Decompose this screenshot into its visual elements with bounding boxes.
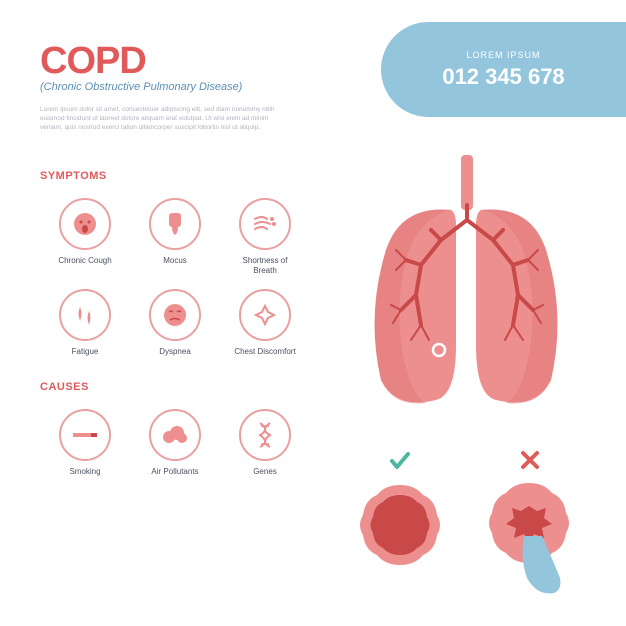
cause-label: Genes [253,467,277,477]
chest-icon [239,289,291,341]
cause-smoking: Smoking [40,409,130,477]
causes-title: CAUSES [40,381,310,393]
symptom-label: Shortness of Breath [230,256,300,275]
genes-icon [239,409,291,461]
symptom-label: Chest Discomfort [234,347,295,357]
contact-phone: 012 345 678 [442,64,564,90]
left-column: SYMPTOMS Chronic Cough Mocus Shortness o… [40,170,310,500]
pollutants-icon [149,409,201,461]
cross-icon [520,450,540,470]
healthy-airway [355,450,445,598]
healthy-airway-icon [355,480,445,570]
contact-badge: LOREM IPSUM 012 345 678 [381,22,626,117]
diseased-airway [482,450,577,598]
cause-label: Air Pollutants [151,467,198,477]
symptom-dyspnea: Dyspnea [130,289,220,357]
cause-label: Smoking [69,467,100,477]
symptoms-title: SYMPTOMS [40,170,310,182]
mucus-icon [149,198,201,250]
breath-icon [239,198,291,250]
lungs-illustration [341,155,591,415]
symptom-label: Mocus [163,256,187,266]
cause-genes: Genes [220,409,310,477]
cause-pollutants: Air Pollutants [130,409,220,477]
symptom-fatigue: Fatigue [40,289,130,357]
symptom-label: Dyspnea [159,347,191,357]
check-icon [389,450,411,472]
symptoms-grid: Chronic Cough Mocus Shortness of Breath … [40,198,310,357]
airway-comparison [346,450,586,598]
smoking-icon [59,409,111,461]
fatigue-icon [59,289,111,341]
symptom-cough: Chronic Cough [40,198,130,275]
symptom-label: Chronic Cough [58,256,111,266]
diseased-airway-icon [482,478,577,598]
symptom-chest: Chest Discomfort [220,289,310,357]
cough-icon [59,198,111,250]
description-text: Lorem ipsum dolor sit amet, consectetuer… [40,105,290,132]
symptom-mucus: Mocus [130,198,220,275]
symptom-breath: Shortness of Breath [220,198,310,275]
causes-grid: Smoking Air Pollutants Genes [40,409,310,477]
dyspnea-icon [149,289,201,341]
symptom-label: Fatigue [72,347,99,357]
contact-label: LOREM IPSUM [466,50,540,60]
